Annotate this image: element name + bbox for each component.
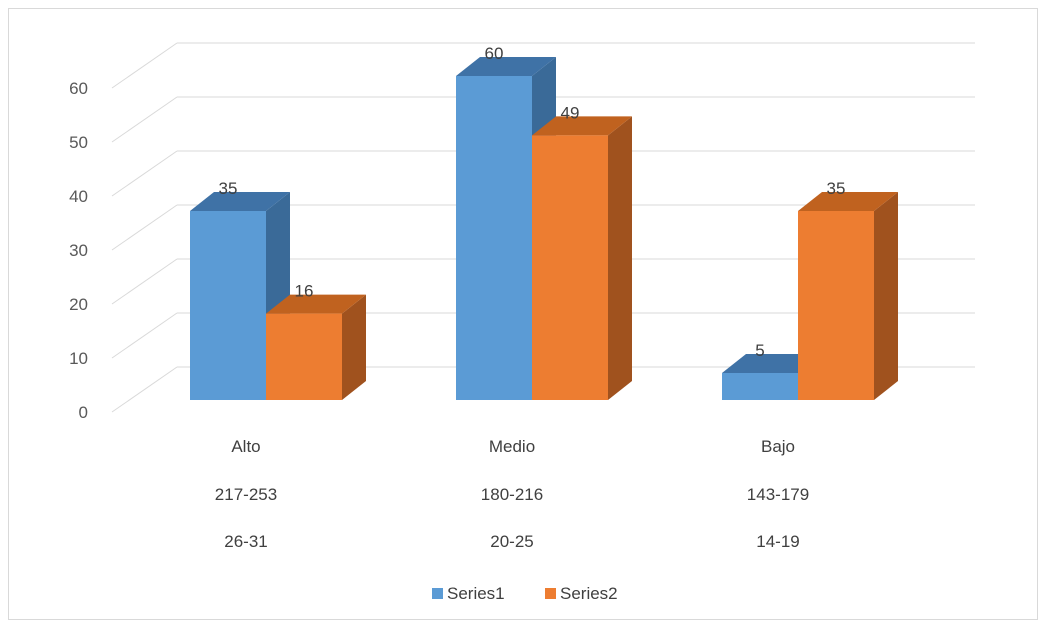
y-tick-label: 10: [69, 349, 88, 368]
y-tick-label: 60: [69, 79, 88, 98]
gridline-depth: [111, 312, 178, 359]
gridline-depth: [111, 366, 178, 413]
category-sublabel: 20-25: [490, 532, 533, 551]
y-tick-label: 20: [69, 295, 88, 314]
y-axis-ticks: 0 10 20 30 40 50 60: [69, 79, 88, 422]
y-tick-label: 40: [69, 187, 88, 206]
bar: [722, 373, 798, 400]
data-label: 5: [755, 341, 764, 360]
gridline-depth: [111, 150, 178, 197]
category-sublabel: 217-253: [215, 485, 277, 504]
category-sublabel: 26-31: [224, 532, 267, 551]
gridline-depth: [111, 204, 178, 251]
y-tick-label: 0: [79, 403, 88, 422]
category-sublabel: 14-19: [756, 532, 799, 551]
bars: [190, 57, 898, 401]
legend-swatch: [432, 588, 443, 599]
bar-side: [874, 192, 898, 400]
bar: [266, 313, 342, 400]
bar-top: [532, 116, 632, 136]
bar-top: [722, 354, 822, 373]
data-label: 60: [485, 44, 504, 63]
y-tick-label: 50: [69, 133, 88, 152]
gridline-depth: [111, 96, 178, 143]
bar-top: [798, 192, 898, 211]
bar: [798, 211, 874, 400]
category-sublabel: 180-216: [481, 485, 543, 504]
category-label: Bajo: [761, 437, 795, 456]
data-label: 35: [219, 179, 238, 198]
category-sublabel: 143-179: [747, 485, 809, 504]
data-label: 35: [827, 179, 846, 198]
bar-top: [190, 192, 290, 211]
bar-top: [266, 294, 366, 314]
gridline-depth: [111, 42, 178, 89]
legend: Series1 Series2: [432, 584, 618, 603]
legend-label: Series2: [560, 584, 618, 603]
legend-swatch: [545, 588, 556, 599]
bar: [190, 211, 266, 400]
category-labels: Alto 217-253 26-31 Medio 180-216 20-25 Bajo 143…: [215, 437, 809, 551]
data-label: 49: [561, 103, 580, 122]
legend-label: Series1: [447, 584, 505, 603]
bar: [456, 76, 532, 400]
data-label: 16: [295, 282, 314, 301]
bar-side: [608, 116, 632, 401]
bar-side: [342, 294, 366, 400]
gridline-depth: [111, 258, 178, 305]
data-labels: 35 16 60 49 5 35: [219, 44, 846, 360]
category-label: Medio: [489, 437, 535, 456]
bar: [532, 135, 608, 400]
bar-top: [456, 57, 556, 76]
y-tick-label: 30: [69, 241, 88, 260]
category-label: Alto: [231, 437, 260, 456]
